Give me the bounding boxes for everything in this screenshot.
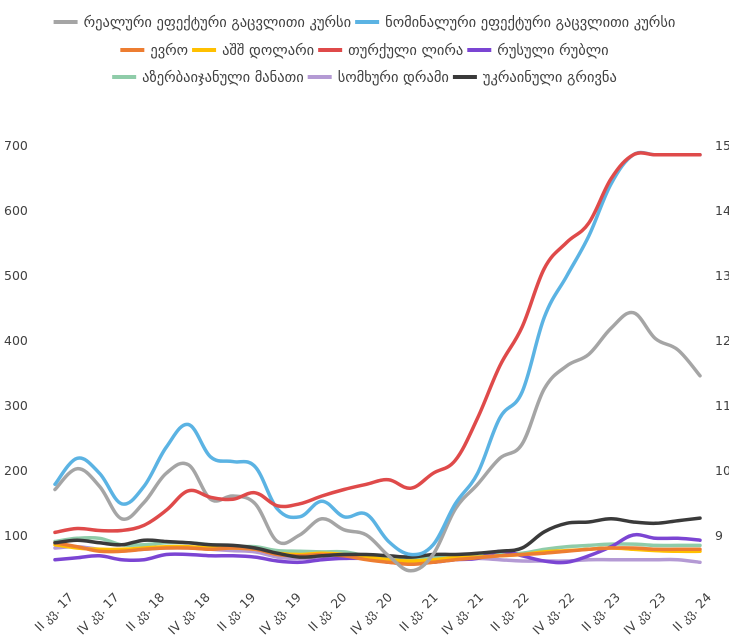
legend-label: რუსული რუბლი — [497, 42, 608, 59]
x-tick-label: II კვ. 17 — [32, 590, 77, 635]
x-tick-label: II კვ. 23 — [578, 590, 623, 635]
y-tick-label: 700 — [4, 138, 28, 153]
legend-item: აშშ დოლარი — [192, 42, 314, 59]
x-tick-label: II კვ. 24 — [670, 589, 715, 634]
x-tick-label: IV კვ. 19 — [256, 589, 304, 637]
x-tick-label: IV კვ. 18 — [165, 589, 213, 637]
right-y-tick-label: 10 — [715, 463, 729, 478]
legend-item: ნომინალური ეფექტური გაცვლითი კურსი — [355, 14, 675, 31]
legend-item: აზერბაიჯანული მანათი — [112, 69, 304, 86]
right-y-tick-label: 15 — [715, 138, 729, 153]
legend-label: სომხური დრამი — [338, 69, 449, 86]
legend-label: აშშ დოლარი — [222, 42, 314, 59]
right-y-tick-label: 12 — [715, 333, 729, 348]
legend-label: ნომინალური ეფექტური გაცვლითი კურსი — [385, 14, 675, 31]
legend-item: რეალური ეფექტური გაცვლითი კურსი — [53, 14, 352, 31]
x-tick-label: II კვ. 19 — [214, 589, 259, 634]
legend-label: თურქული ლირა — [348, 42, 463, 59]
legend-item: ევრო — [120, 42, 188, 59]
x-tick-label: II კვ. 21 — [396, 590, 441, 635]
series-თურქული-ლირა-line — [53, 151, 702, 535]
y-tick-label: 200 — [4, 463, 28, 478]
right-y-tick-label: 9 — [715, 528, 723, 543]
right-y-tick-label: 13 — [715, 268, 729, 283]
y-tick-label: 500 — [4, 268, 28, 283]
plot-area — [53, 150, 702, 573]
left-y-axis: 100 200 300 400 500 600 700 — [4, 138, 28, 543]
x-tick-label: II კვ. 18 — [123, 589, 168, 634]
y-tick-label: 100 — [4, 528, 28, 543]
series-ნომინალური-ეფექტური-გაცვლითი-კურსი-line — [53, 150, 702, 557]
legend-label: რეალური ეფექტური გაცვლითი კურსი — [84, 14, 352, 31]
right-y-tick-label: 11 — [715, 398, 729, 413]
series-ევრო-line — [53, 541, 702, 567]
x-tick-label: II კვ. 22 — [487, 590, 532, 635]
legend-label: ევრო — [150, 42, 188, 59]
legend-item: თურქული ლირა — [318, 42, 463, 59]
legend: რეალური ეფექტური გაცვლითი კურსი ნომინალურ… — [53, 14, 675, 86]
x-tick-label: IV კვ. 20 — [347, 589, 395, 637]
legend-item: უკრაინული გრივნა — [452, 69, 617, 86]
y-tick-label: 300 — [4, 398, 28, 413]
x-tick-label: IV კვ. 21 — [438, 590, 486, 638]
series-უკრაინული-გრივნა-line — [53, 516, 702, 559]
right-y-axis: 9 10 11 12 13 14 15 — [715, 138, 729, 543]
legend-item: რუსული რუბლი — [467, 42, 609, 59]
x-tick-label: IV კვ. 17 — [74, 590, 122, 638]
right-y-tick-label: 14 — [715, 203, 729, 218]
legend-item: სომხური დრამი — [307, 69, 449, 86]
y-tick-label: 600 — [4, 203, 28, 218]
series-რეალური-ეფექტური-გაცვლითი-კურსი-line — [53, 310, 702, 573]
x-tick-label: IV კვ. 22 — [529, 590, 577, 638]
x-tick-label: IV კვ. 23 — [621, 590, 669, 638]
x-tick-label: II კვ. 20 — [305, 589, 350, 634]
legend-label: აზერბაიჯანული მანათი — [142, 69, 304, 86]
y-tick-label: 400 — [4, 333, 28, 348]
legend-label: უკრაინული გრივნა — [483, 69, 617, 86]
